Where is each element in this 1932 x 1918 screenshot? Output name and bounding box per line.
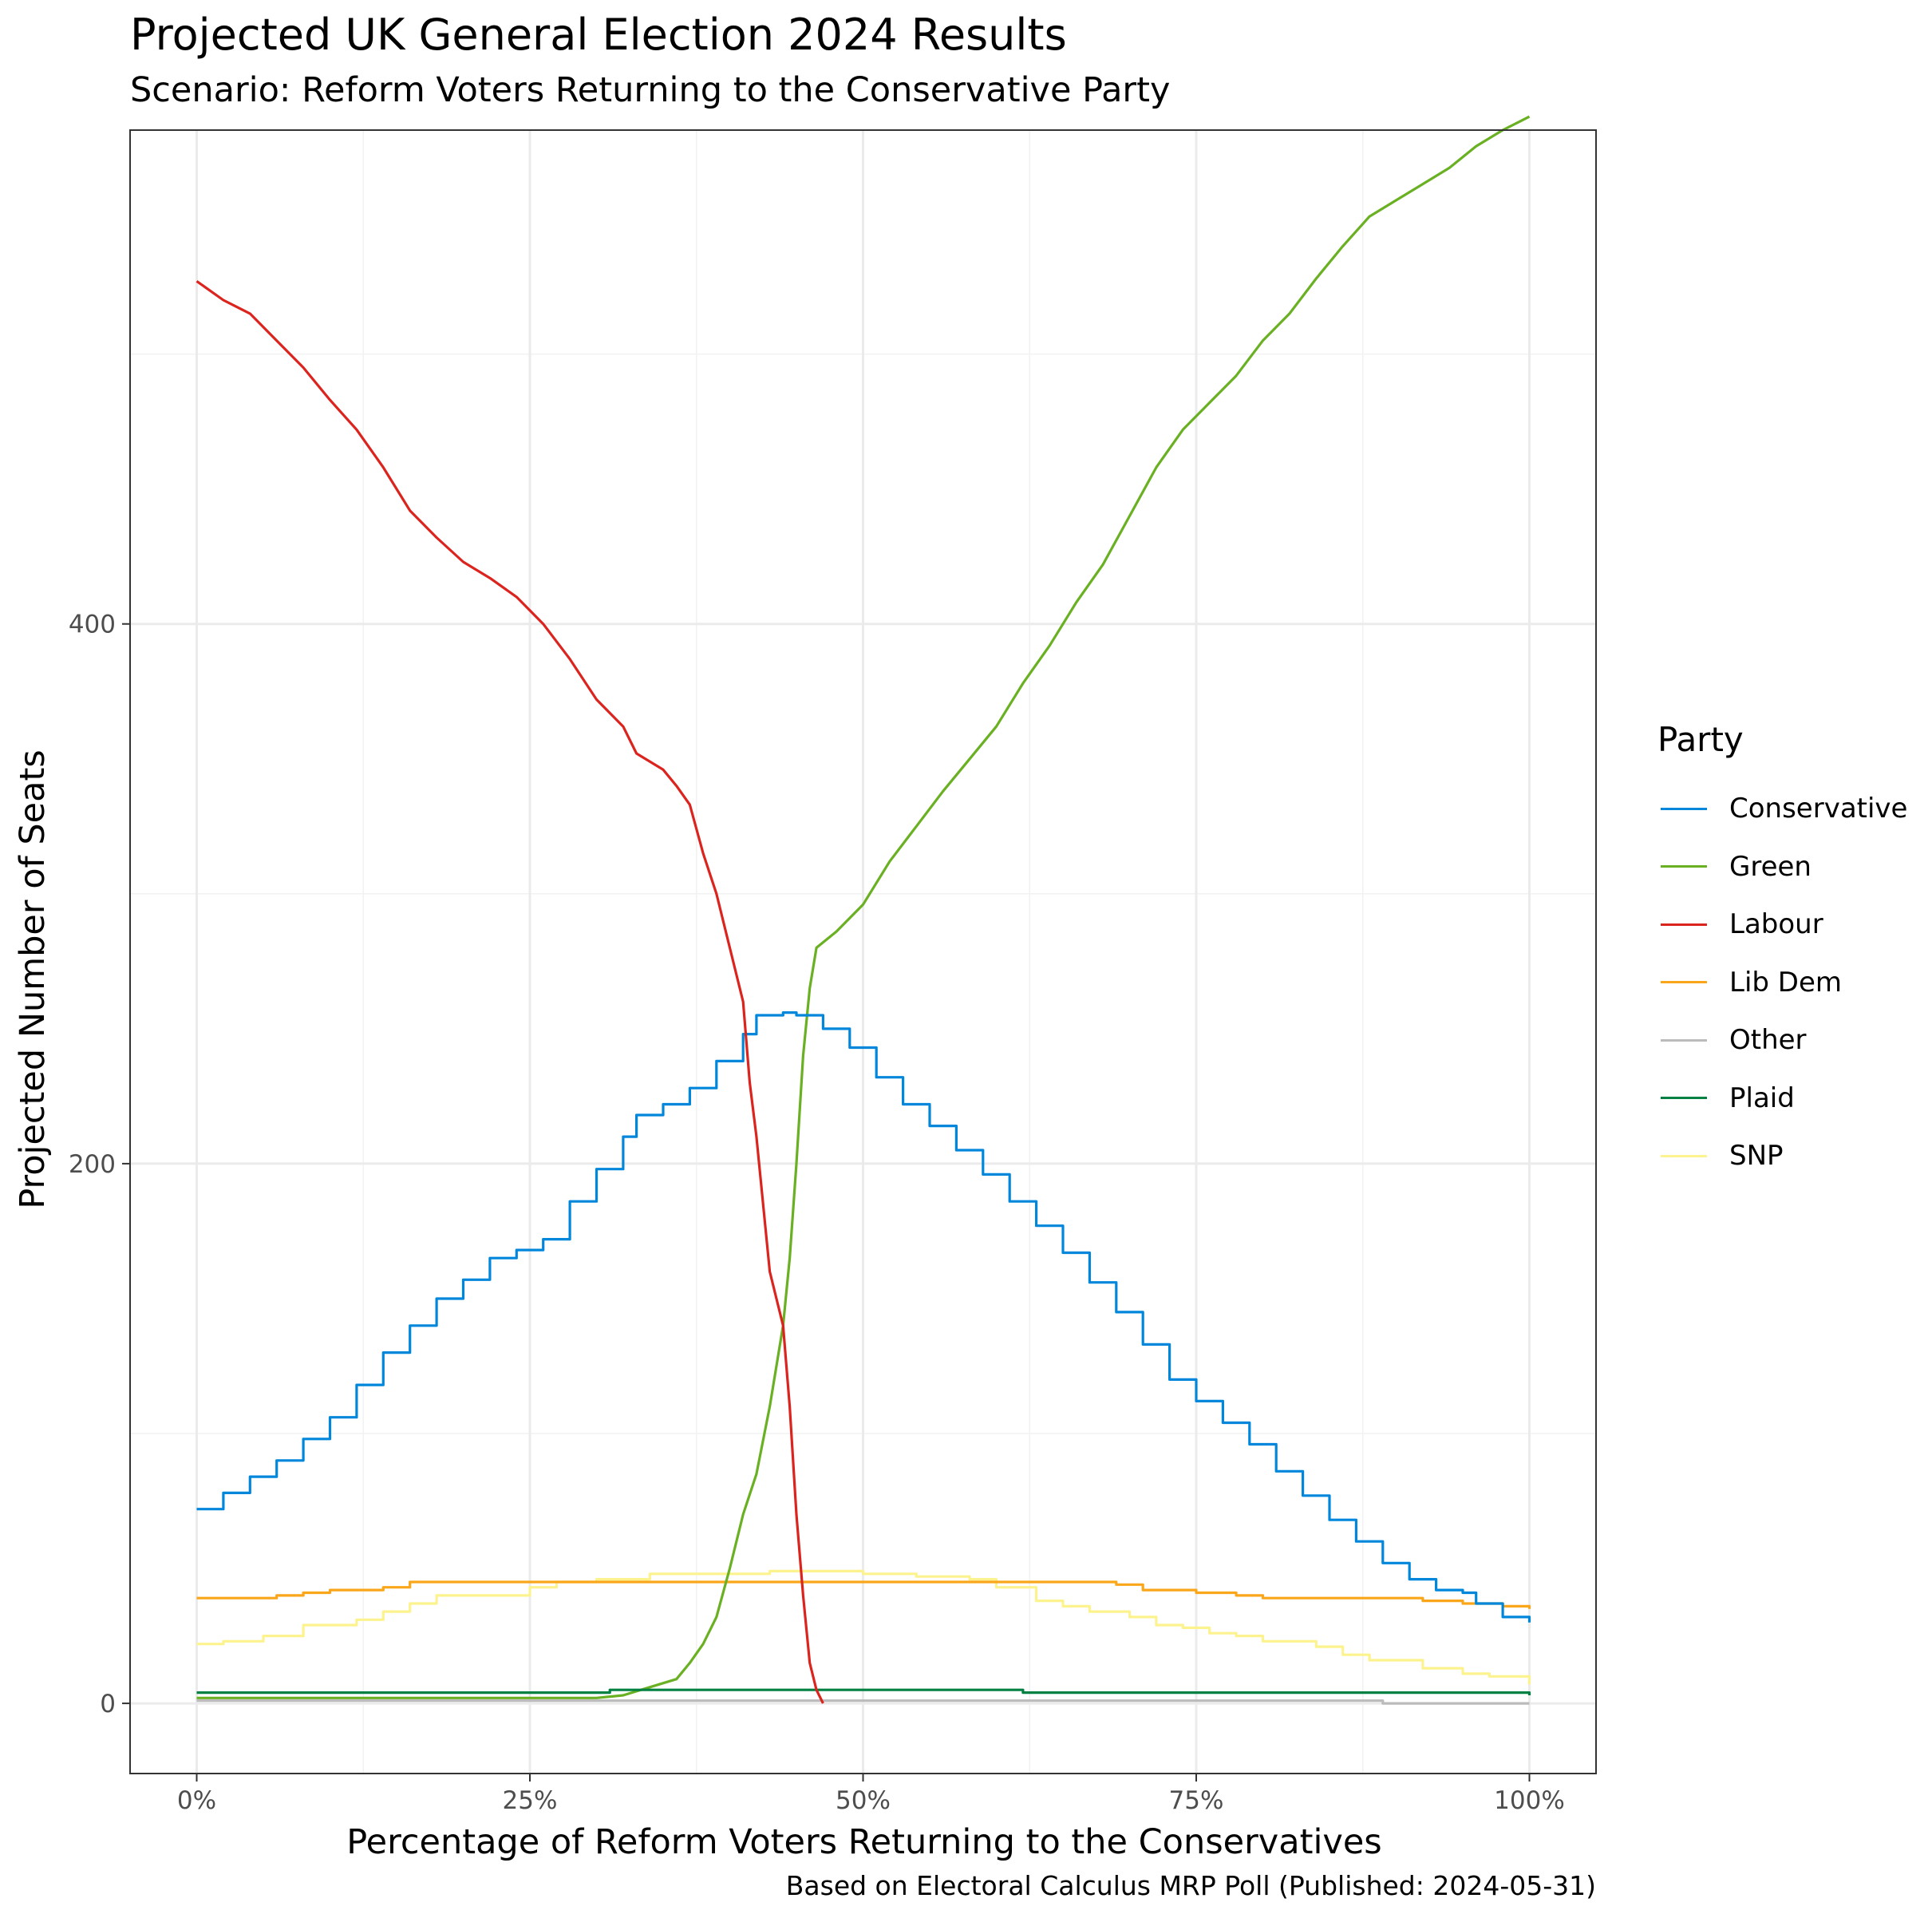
x-tick-label: 0% bbox=[177, 1786, 216, 1815]
legend-key bbox=[1661, 1097, 1707, 1100]
legend-title: Party bbox=[1657, 720, 1744, 759]
series-line-lib-dem bbox=[196, 1580, 1531, 1609]
y-tick-label: 400 bbox=[69, 611, 116, 639]
legend-key bbox=[1661, 923, 1707, 926]
legend-item: SNP bbox=[1657, 1127, 1907, 1185]
legend: Party Conservative Green Labour Lib Dem Othe… bbox=[1657, 720, 1907, 1185]
legend-item: Green bbox=[1657, 838, 1907, 896]
legend-key bbox=[1661, 807, 1707, 810]
axes: 0% 25% 50% 75% 100% 0 200 400 bbox=[69, 611, 1565, 1815]
legend-items: Conservative Green Labour Lib Dem Other Plaid… bbox=[1657, 780, 1907, 1185]
chart-caption: Based on Electoral Calculus MRP Poll (Pu… bbox=[785, 1870, 1596, 1901]
legend-item: Other bbox=[1657, 1011, 1907, 1070]
legend-label: Plaid bbox=[1729, 1082, 1795, 1114]
legend-item: Labour bbox=[1657, 896, 1907, 954]
x-tick-label: 75% bbox=[1169, 1786, 1224, 1815]
series-line-conservative bbox=[196, 1011, 1531, 1623]
series-line-labour bbox=[196, 279, 824, 1704]
legend-label: Conservative bbox=[1729, 793, 1908, 825]
series-line-plaid bbox=[196, 1688, 1531, 1695]
legend-key bbox=[1661, 1038, 1707, 1042]
y-tick-label: 200 bbox=[69, 1150, 116, 1179]
x-axis-title: Percentage of Reform Voters Returning to… bbox=[346, 1822, 1381, 1862]
legend-label: Green bbox=[1729, 850, 1811, 883]
legend-item: Plaid bbox=[1657, 1070, 1907, 1128]
x-tick-label: 25% bbox=[503, 1786, 558, 1815]
series-line-other bbox=[196, 1699, 1530, 1705]
legend-item: Conservative bbox=[1657, 780, 1907, 838]
chart-title: Projected UK General Election 2024 Resul… bbox=[130, 10, 1067, 60]
legend-key bbox=[1661, 981, 1707, 984]
x-tick-label: 100% bbox=[1494, 1786, 1565, 1815]
x-tick-label: 50% bbox=[836, 1786, 891, 1815]
y-tick-label: 0 bbox=[100, 1690, 116, 1718]
legend-label: Other bbox=[1729, 1024, 1807, 1057]
series-layer bbox=[196, 115, 1531, 1705]
chart-subtitle: Scenario: Reform Voters Returning to the… bbox=[130, 70, 1171, 110]
legend-item: Lib Dem bbox=[1657, 954, 1907, 1012]
major-gridlines bbox=[130, 130, 1596, 1774]
series-line-green bbox=[196, 115, 1531, 1699]
legend-key bbox=[1661, 1154, 1707, 1157]
y-axis-title: Projected Number of Seats bbox=[13, 749, 53, 1208]
legend-label: Labour bbox=[1729, 908, 1823, 941]
legend-label: Lib Dem bbox=[1729, 966, 1842, 999]
legend-label: SNP bbox=[1729, 1140, 1784, 1173]
legend-key bbox=[1661, 865, 1707, 868]
series-line-snp bbox=[196, 1569, 1531, 1685]
